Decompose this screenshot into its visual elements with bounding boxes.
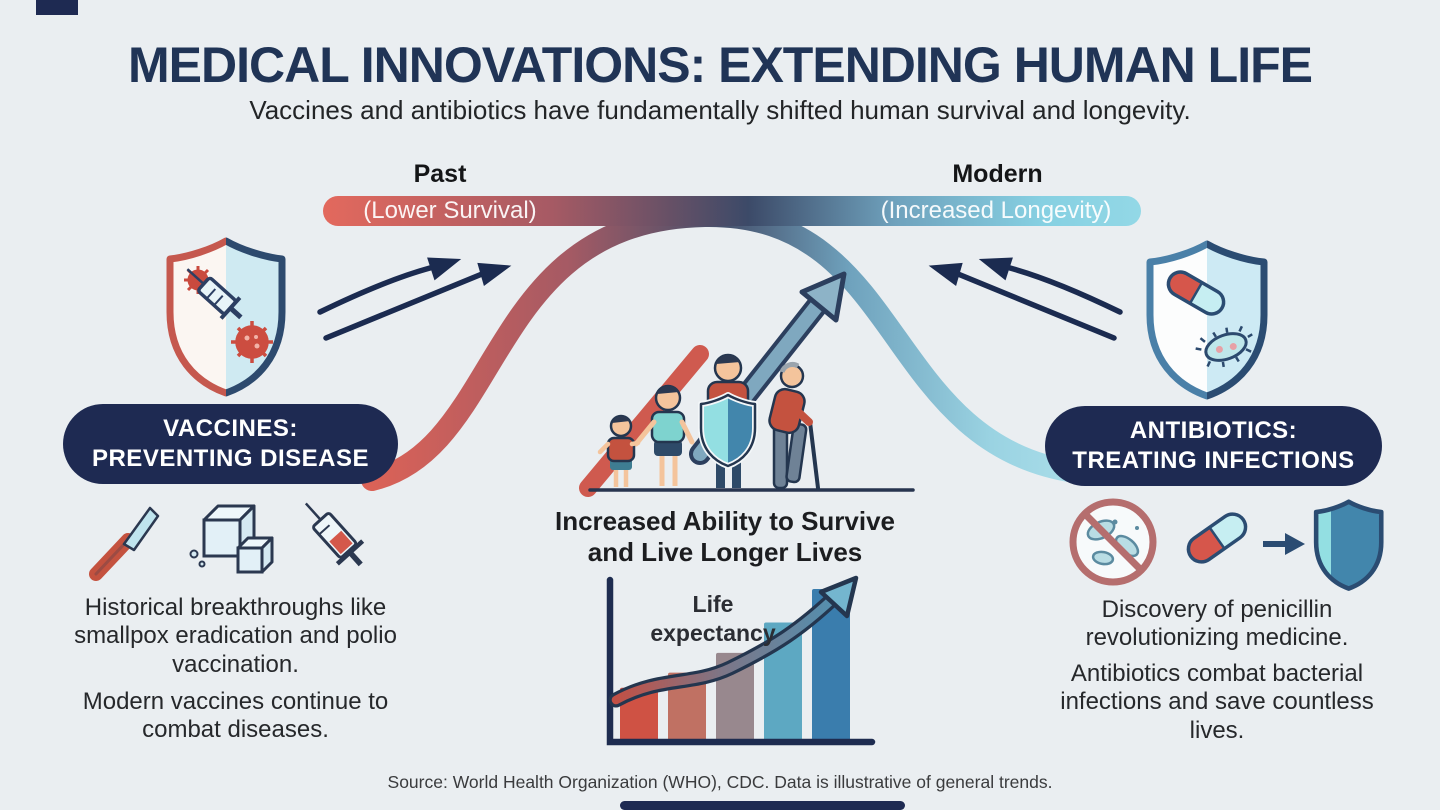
chart-label-line1: Life xyxy=(692,591,734,617)
timeline-gradient-bar: (Lower Survival) (Increased Longevity) xyxy=(323,196,1141,226)
left-trend-arrows-icon xyxy=(317,265,485,341)
antibiotic-shield-icon xyxy=(1146,240,1268,400)
person-shield-icon xyxy=(698,392,758,469)
antibiotics-heading-pill: ANTIBIOTICS: TREATING INFECTIONS xyxy=(1045,406,1382,486)
large-virus-icon xyxy=(231,321,273,363)
center-caption: Increased Ability to Survive and Live Lo… xyxy=(540,506,910,567)
child-figure xyxy=(597,414,641,487)
elderly-figure xyxy=(768,362,820,490)
corner-mark xyxy=(36,0,78,15)
page-subtitle: Vaccines and antibiotics have fundamenta… xyxy=(249,95,1191,125)
modern-label: Modern xyxy=(952,160,1043,188)
chart-bars xyxy=(620,589,850,741)
source-note: Source: World Health Organization (WHO),… xyxy=(387,772,1053,792)
family-lifespan-figures xyxy=(579,271,915,497)
chart-label: Life expectancy xyxy=(628,590,798,648)
right-trend-arrows-icon xyxy=(955,265,1123,341)
adult-figure xyxy=(698,353,758,488)
antibiotics-paragraph-2: Antibiotics combat bacterial infections … xyxy=(1060,660,1374,744)
vaccines-heading-line2: PREVENTING DISEASE xyxy=(91,445,370,472)
antibiotics-heading-line2: TREATING INFECTIONS xyxy=(1072,447,1355,474)
vaccines-paragraph-2: Modern vaccines continue to combat disea… xyxy=(82,688,389,744)
no-bacteria-icon xyxy=(1069,498,1157,586)
chart-bar-era-2 xyxy=(668,672,706,741)
vaccines-heading-pill: VACCINES: PREVENTING DISEASE xyxy=(63,404,398,484)
chart-label-line2: expectancy xyxy=(650,619,776,646)
center-caption-line1: Increased Ability to Survive xyxy=(554,506,896,536)
life-expectancy-chart xyxy=(606,575,876,746)
chart-axes xyxy=(606,576,876,746)
shield-syringe-icon xyxy=(186,268,243,320)
page-title: MEDICAL INNOVATIONS: EXTENDING HUMAN LIF… xyxy=(128,37,1313,93)
protection-shield-icon xyxy=(1313,499,1384,591)
modern-sublabel: (Increased Longevity) xyxy=(880,197,1112,224)
vaccines-heading-line1: VACCINES: xyxy=(163,415,298,442)
past-label: Past xyxy=(413,160,467,188)
sugar-cubes-icon xyxy=(189,504,274,574)
past-sublabel: (Lower Survival) xyxy=(363,197,537,224)
capsule-icon xyxy=(1186,512,1248,564)
antibiotics-heading-line1: ANTIBIOTICS: xyxy=(1129,417,1298,444)
lancet-icon xyxy=(89,506,160,581)
trend-arrowhead xyxy=(818,575,859,619)
vaccine-icons-row xyxy=(89,502,365,581)
vaccines-paragraph-1: Historical breakthroughs like smallpox e… xyxy=(74,594,397,678)
syringe-icon xyxy=(304,502,365,567)
arrow-right-icon xyxy=(1263,533,1305,555)
vaccine-shield-icon xyxy=(166,237,286,397)
shield-capsule-icon xyxy=(1166,270,1226,316)
center-caption-line2: and Live Longer Lives xyxy=(587,536,863,567)
shield-bacteria-icon xyxy=(1195,325,1253,368)
bottom-bar-decoration xyxy=(620,801,905,810)
antibiotic-icons-row xyxy=(1069,498,1384,591)
teen-figure xyxy=(633,384,695,486)
chart-bar-era-5 xyxy=(812,589,850,741)
antibiotics-paragraph-1: Discovery of penicillin revolutionizing … xyxy=(1085,596,1349,652)
